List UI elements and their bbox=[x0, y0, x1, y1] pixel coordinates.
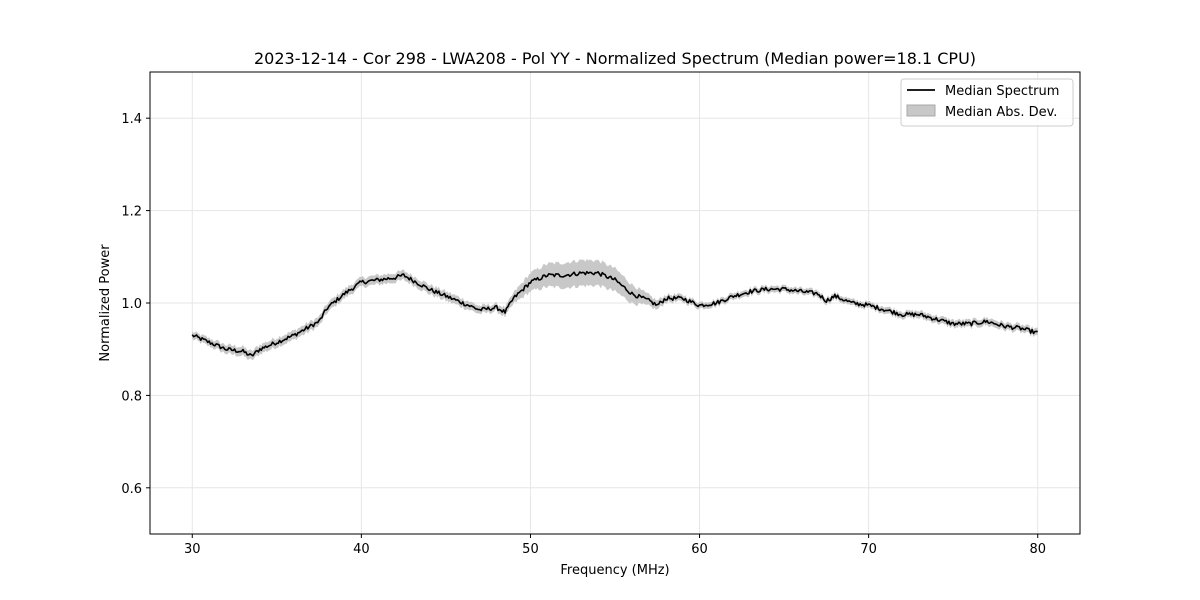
legend-box bbox=[900, 78, 1074, 127]
y-tick-label: 1.4 bbox=[121, 112, 142, 127]
x-tick-label: 80 bbox=[1029, 542, 1046, 557]
median-spectrum-layer bbox=[191, 270, 1038, 357]
y-axis-label: Normalized Power bbox=[98, 244, 113, 362]
x-tick-label: 70 bbox=[860, 542, 877, 557]
x-axis-label: Frequency (MHz) bbox=[560, 563, 669, 578]
x-tick-label: 40 bbox=[353, 542, 370, 557]
x-tick-label: 60 bbox=[691, 542, 708, 557]
legend-label-median-spectrum: Median Spectrum bbox=[945, 84, 1059, 99]
x-tick-label: 30 bbox=[184, 542, 201, 557]
median-spectrum-line bbox=[191, 270, 1038, 357]
x-axis-ticks: 30 40 50 60 70 80 bbox=[184, 534, 1046, 557]
y-tick-label: 0.8 bbox=[121, 389, 142, 404]
legend-band-swatch bbox=[906, 104, 936, 117]
y-tick-label: 1.2 bbox=[121, 205, 142, 220]
y-axis-ticks: 0.6 0.8 1.0 1.2 1.4 bbox=[121, 112, 150, 497]
x-tick-label: 50 bbox=[522, 542, 539, 557]
y-tick-label: 1.0 bbox=[121, 297, 142, 312]
legend: Median Spectrum Median Abs. Dev. bbox=[900, 78, 1074, 127]
legend-label-median-abs-dev: Median Abs. Dev. bbox=[945, 105, 1057, 120]
y-tick-label: 0.6 bbox=[121, 482, 142, 497]
chart-title: 2023-12-14 - Cor 298 - LWA208 - Pol YY -… bbox=[254, 49, 976, 68]
